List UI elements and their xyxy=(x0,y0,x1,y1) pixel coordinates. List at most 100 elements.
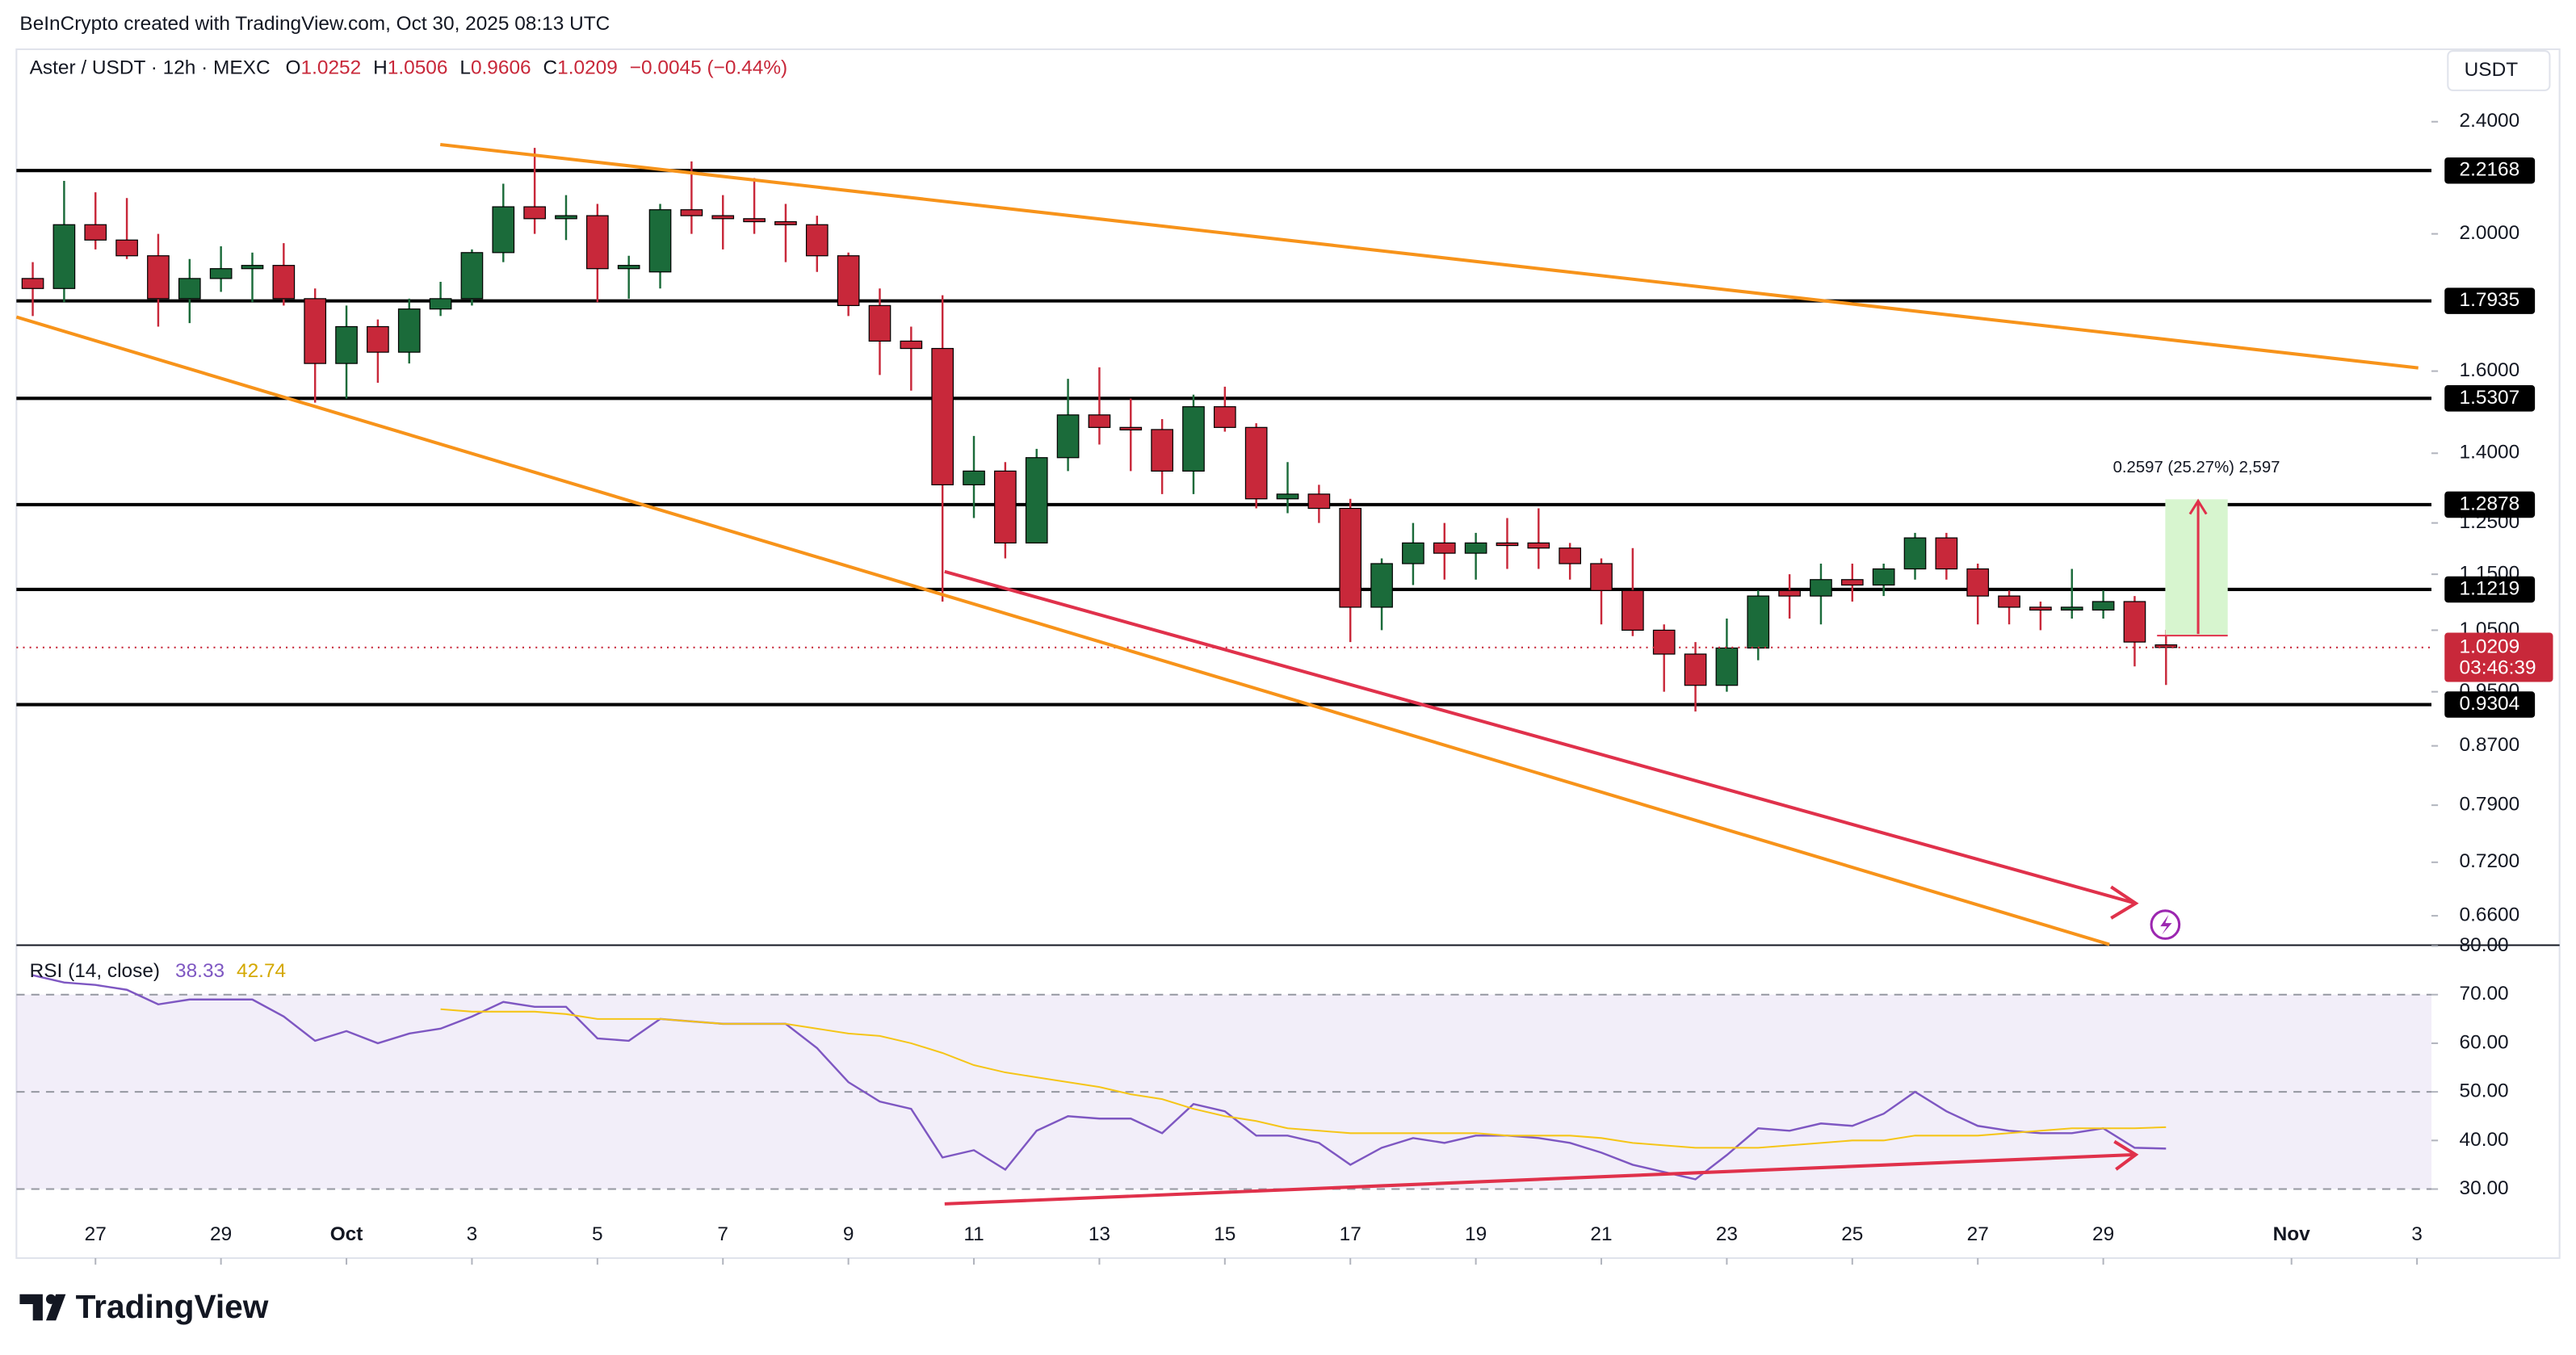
y-tick-label: 0.7900 xyxy=(2460,794,2520,816)
candle-body xyxy=(1872,568,1895,586)
candle-body xyxy=(1590,563,1613,591)
last-price-box xyxy=(2444,632,2553,682)
rsi-y-tick-label: 50.00 xyxy=(2460,1080,2509,1102)
y-tick-label: 2.0000 xyxy=(2460,222,2520,244)
candle-body xyxy=(2091,601,2115,611)
level-label-box xyxy=(2444,385,2536,412)
candle-body xyxy=(1652,629,1676,655)
level-label: 0.9304 xyxy=(2460,693,2520,715)
rsi-pane: 80.00 70.00 60.00 50.00 40.00 30.00 xyxy=(16,934,2509,1199)
candle-body xyxy=(492,206,515,254)
level-label-box xyxy=(2444,691,2536,718)
rsi-y-tick-label: 30.00 xyxy=(2460,1177,2509,1199)
x-tick-label: 11 xyxy=(963,1223,984,1245)
open-value: 1.0252 xyxy=(301,57,362,79)
low-value: 0.9606 xyxy=(471,57,531,79)
candle-body xyxy=(1684,653,1707,686)
candle-body xyxy=(1622,589,1644,631)
candle-body xyxy=(304,298,327,364)
candle-body xyxy=(617,265,640,270)
level-label-box xyxy=(2444,287,2536,314)
x-tick-label: 7 xyxy=(717,1223,728,1245)
level-label: 1.2878 xyxy=(2460,493,2520,514)
candle-body xyxy=(1747,595,1770,649)
candle-body xyxy=(1119,426,1143,430)
symbol: Aster / USDT · 12h · MEXC xyxy=(30,57,271,79)
candle-body xyxy=(1559,547,1581,564)
candle-body xyxy=(115,239,138,257)
candle-body xyxy=(209,268,233,279)
level-label: 1.5307 xyxy=(2460,387,2520,409)
candle-body xyxy=(21,278,44,289)
candle-body xyxy=(1339,507,1362,608)
rsi-line xyxy=(32,974,2167,1181)
rsi-line xyxy=(440,1008,2167,1149)
countdown: 03:46:39 xyxy=(2460,657,2536,679)
rsi-title: RSI (14, close) xyxy=(30,961,160,983)
rsi-y-tick-label: 80.00 xyxy=(2460,934,2509,956)
candle-body xyxy=(1402,542,1424,564)
candle-body xyxy=(147,255,170,300)
candle-body xyxy=(367,325,389,353)
x-tick-label: Oct xyxy=(330,1223,363,1245)
logo-dot xyxy=(45,1294,57,1304)
candle-body xyxy=(1151,429,1173,472)
candle-body xyxy=(1182,406,1205,472)
ohlc-label: L xyxy=(459,57,471,79)
candle-body xyxy=(1056,414,1080,459)
y-tick-label: 0.8700 xyxy=(2460,734,2520,756)
candle-body xyxy=(1998,595,2020,608)
x-tick-label: 27 xyxy=(85,1223,107,1245)
x-tick-label: 21 xyxy=(1590,1223,1612,1245)
rsi-y-tick-label: 70.00 xyxy=(2460,983,2509,1005)
candle-body xyxy=(1496,542,1519,547)
candle-body xyxy=(837,255,860,306)
frame xyxy=(15,48,2561,1260)
y-tick-label: 0.7200 xyxy=(2460,850,2520,872)
trend-line xyxy=(15,315,2110,946)
attribution: BeInCrypto created with TradingView.com,… xyxy=(19,13,610,35)
x-tick-label: 3 xyxy=(467,1223,478,1245)
level-label: 1.1219 xyxy=(2460,577,2520,599)
candle-body xyxy=(335,325,358,364)
arrow-head xyxy=(2113,1139,2139,1171)
drawings: 0.2597 (25.27%) 2,597 xyxy=(15,142,2419,946)
candle-body xyxy=(1307,493,1331,510)
candle-body xyxy=(523,206,546,220)
change: −0.0045 (−0.44%) xyxy=(630,57,787,79)
candle-body xyxy=(868,304,892,342)
rsi-value: 38.33 xyxy=(175,961,224,983)
candle-body xyxy=(648,209,672,273)
divergence-line xyxy=(944,569,2137,905)
x-tick-label: 3 xyxy=(2411,1223,2423,1245)
ohlc-label: H xyxy=(373,57,388,79)
y-tick-label: 2.4000 xyxy=(2460,110,2520,132)
x-tick-label: 19 xyxy=(1465,1223,1487,1245)
ohlc-label: C xyxy=(543,57,558,79)
currency-box[interactable] xyxy=(2447,50,2551,91)
last-price-label: 1.0209 xyxy=(2460,636,2520,657)
candle-body xyxy=(52,224,76,289)
candle-body xyxy=(931,347,954,485)
candle-body xyxy=(586,215,609,270)
x-tick-label: 23 xyxy=(1716,1223,1738,1245)
y-tick-label: 0.6600 xyxy=(2460,904,2520,926)
candle-body xyxy=(805,224,829,257)
candle-body xyxy=(241,265,264,270)
candle-body xyxy=(1527,542,1550,549)
candle-body xyxy=(711,215,735,220)
candle-body xyxy=(2060,606,2083,611)
candle-body xyxy=(1276,493,1299,500)
candle-body xyxy=(994,470,1017,543)
price-pane: 2.40002.00001.60001.40001.25001.15001.05… xyxy=(16,110,2553,926)
position-label: 0.2597 (25.27%) 2,597 xyxy=(2113,459,2280,476)
candle-body xyxy=(460,252,484,300)
candle-body xyxy=(1244,426,1268,500)
x-tick-label: 27 xyxy=(1967,1223,1989,1245)
candle-body xyxy=(2123,601,2146,643)
level-label-box xyxy=(2444,157,2536,184)
x-tick-label: 15 xyxy=(1214,1223,1236,1245)
candle-body xyxy=(1966,568,1990,597)
candle-body xyxy=(1935,537,1958,570)
